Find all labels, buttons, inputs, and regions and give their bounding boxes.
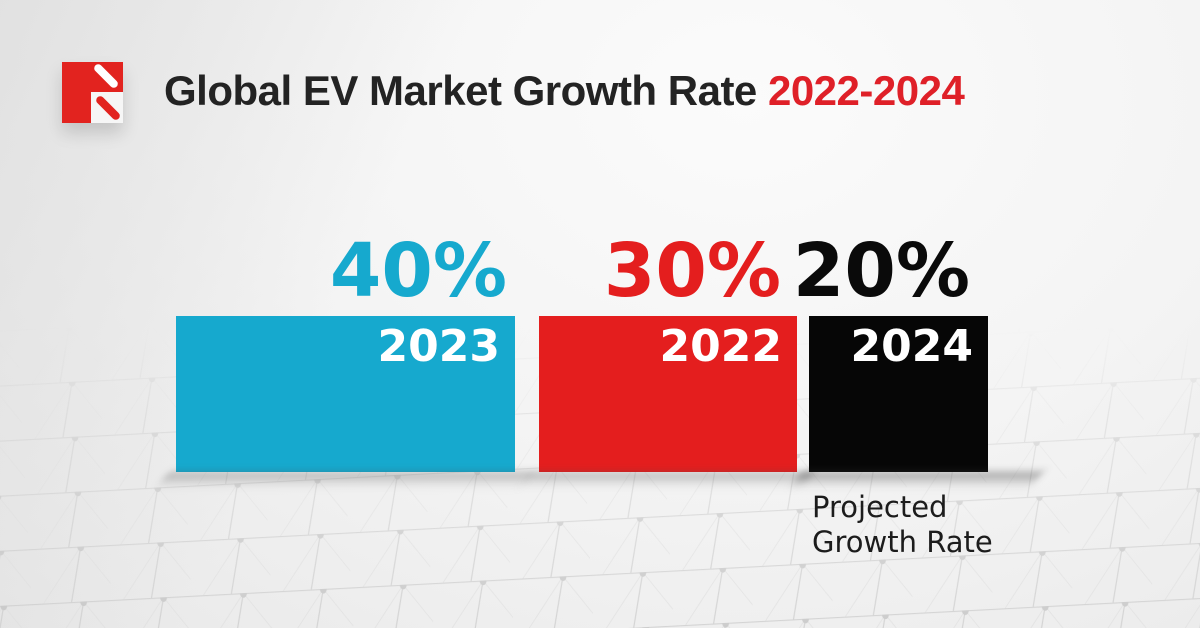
page-title-main: Global EV Market Growth Rate [164, 67, 757, 114]
year-label-2023: 2023 [377, 321, 500, 372]
bar-2023: 2023 [176, 316, 515, 472]
value-label-2023: 40% [329, 228, 507, 314]
value-label-2024: 20% [792, 228, 970, 314]
year-label-2024: 2024 [850, 321, 973, 372]
year-label-2022: 2022 [659, 321, 782, 372]
bar-2022: 2022 [539, 316, 797, 472]
bar-group-2022: 30% 2022 [519, 234, 815, 489]
bar-group-2023: 40% 2023 [156, 234, 533, 489]
page-title: Global EV Market Growth Rate 2022-2024 [164, 67, 965, 114]
bar-group-2024: 20% 2024 [789, 234, 1043, 489]
brand-mark-icon [62, 62, 123, 123]
bar-2024: 2024 [809, 316, 988, 472]
page-title-years: 2022-2024 [767, 67, 965, 114]
value-label-2022: 30% [603, 228, 781, 314]
bar-shadow [519, 472, 815, 489]
bar-shadow [156, 472, 533, 489]
projected-growth-annotation: Projected Growth Rate [812, 490, 993, 559]
bar-shadow [789, 472, 1043, 489]
